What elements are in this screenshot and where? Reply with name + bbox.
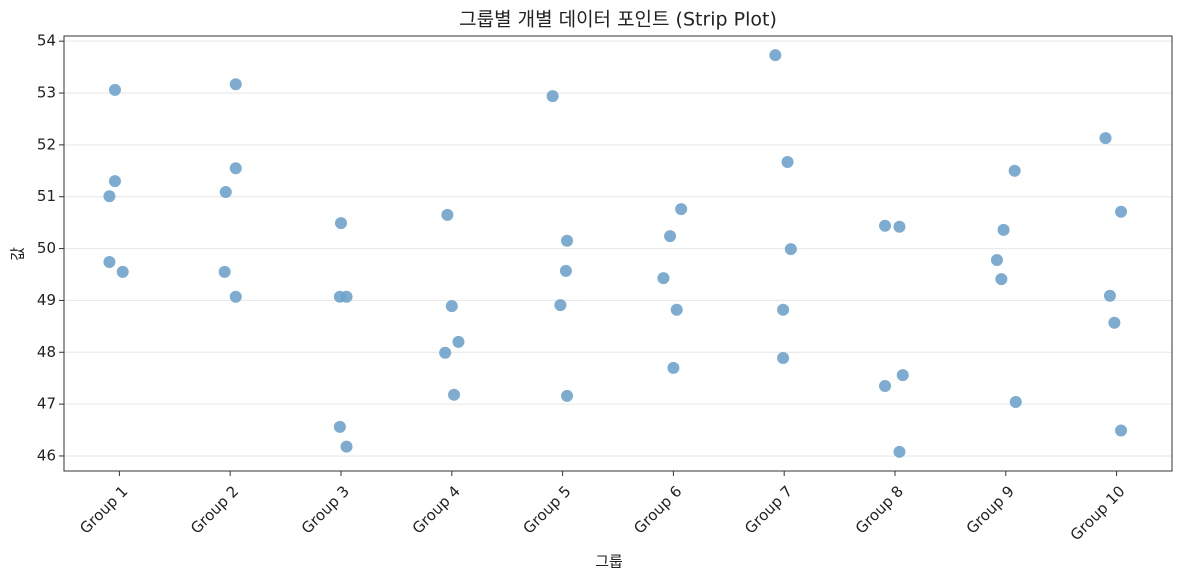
y-tick-label: 53 [37, 84, 56, 102]
point [784, 243, 797, 256]
point [1115, 424, 1128, 437]
point [441, 208, 454, 221]
y-tick-label: 49 [37, 291, 56, 309]
point [116, 265, 129, 278]
point [335, 217, 347, 230]
point [229, 290, 242, 303]
x-tick-label: Group 5 [519, 482, 574, 537]
point [229, 162, 242, 175]
y-tick-label: 51 [37, 187, 56, 205]
point [452, 335, 465, 348]
point [664, 230, 677, 243]
y-tick-label: 47 [37, 395, 56, 413]
chart-title: 그룹별 개별 데이터 포인트 (Strip Plot) [459, 9, 777, 31]
x-tick-label: Group 10 [1067, 482, 1129, 544]
point [103, 256, 116, 269]
x-tick-label: Group 7 [741, 482, 796, 537]
point [893, 220, 906, 233]
point [675, 203, 688, 216]
point [893, 445, 906, 458]
point [777, 351, 790, 364]
point [1108, 316, 1121, 329]
point [219, 186, 232, 199]
point [896, 369, 909, 382]
x-tick-label: Group 1 [76, 482, 131, 537]
point [1115, 205, 1128, 218]
point [1009, 396, 1022, 409]
y-tick-label: 50 [37, 239, 56, 257]
point [1099, 132, 1112, 145]
point [561, 389, 574, 402]
point [333, 420, 346, 433]
point [561, 234, 574, 247]
y-tick-label: 54 [37, 32, 56, 50]
plot-frame [63, 35, 1173, 472]
point [340, 440, 353, 453]
point [670, 303, 683, 316]
point [1103, 289, 1116, 302]
point [229, 78, 242, 91]
point [990, 253, 1003, 266]
point [340, 290, 353, 303]
point [667, 361, 680, 374]
point [777, 303, 790, 316]
point [108, 83, 121, 96]
point [439, 346, 452, 359]
y-axis-label: 값 [9, 247, 27, 261]
x-tick-label: Group 6 [630, 482, 685, 537]
point [445, 300, 458, 313]
point [554, 299, 567, 312]
x-tick-label: Group 9 [963, 482, 1018, 537]
point [546, 90, 559, 103]
point [879, 219, 892, 232]
y-tick-label: 48 [37, 343, 56, 361]
point [769, 49, 782, 62]
point [108, 175, 121, 188]
point [879, 379, 892, 392]
x-axis-label: 그룹 [595, 553, 623, 571]
y-tick-label: 52 [37, 135, 56, 153]
point [657, 272, 670, 285]
point [559, 264, 572, 277]
point [448, 388, 461, 401]
point [103, 190, 116, 203]
x-tick-label: Group 2 [187, 482, 242, 537]
point [995, 273, 1008, 286]
x-tick-label: Group 3 [298, 482, 353, 537]
x-tick-label: Group 4 [409, 482, 464, 537]
y-tick-label: 46 [37, 446, 56, 464]
point [781, 155, 794, 168]
point [1008, 164, 1021, 177]
point [218, 265, 231, 278]
x-tick-label: Group 8 [852, 482, 907, 537]
point [997, 223, 1010, 236]
